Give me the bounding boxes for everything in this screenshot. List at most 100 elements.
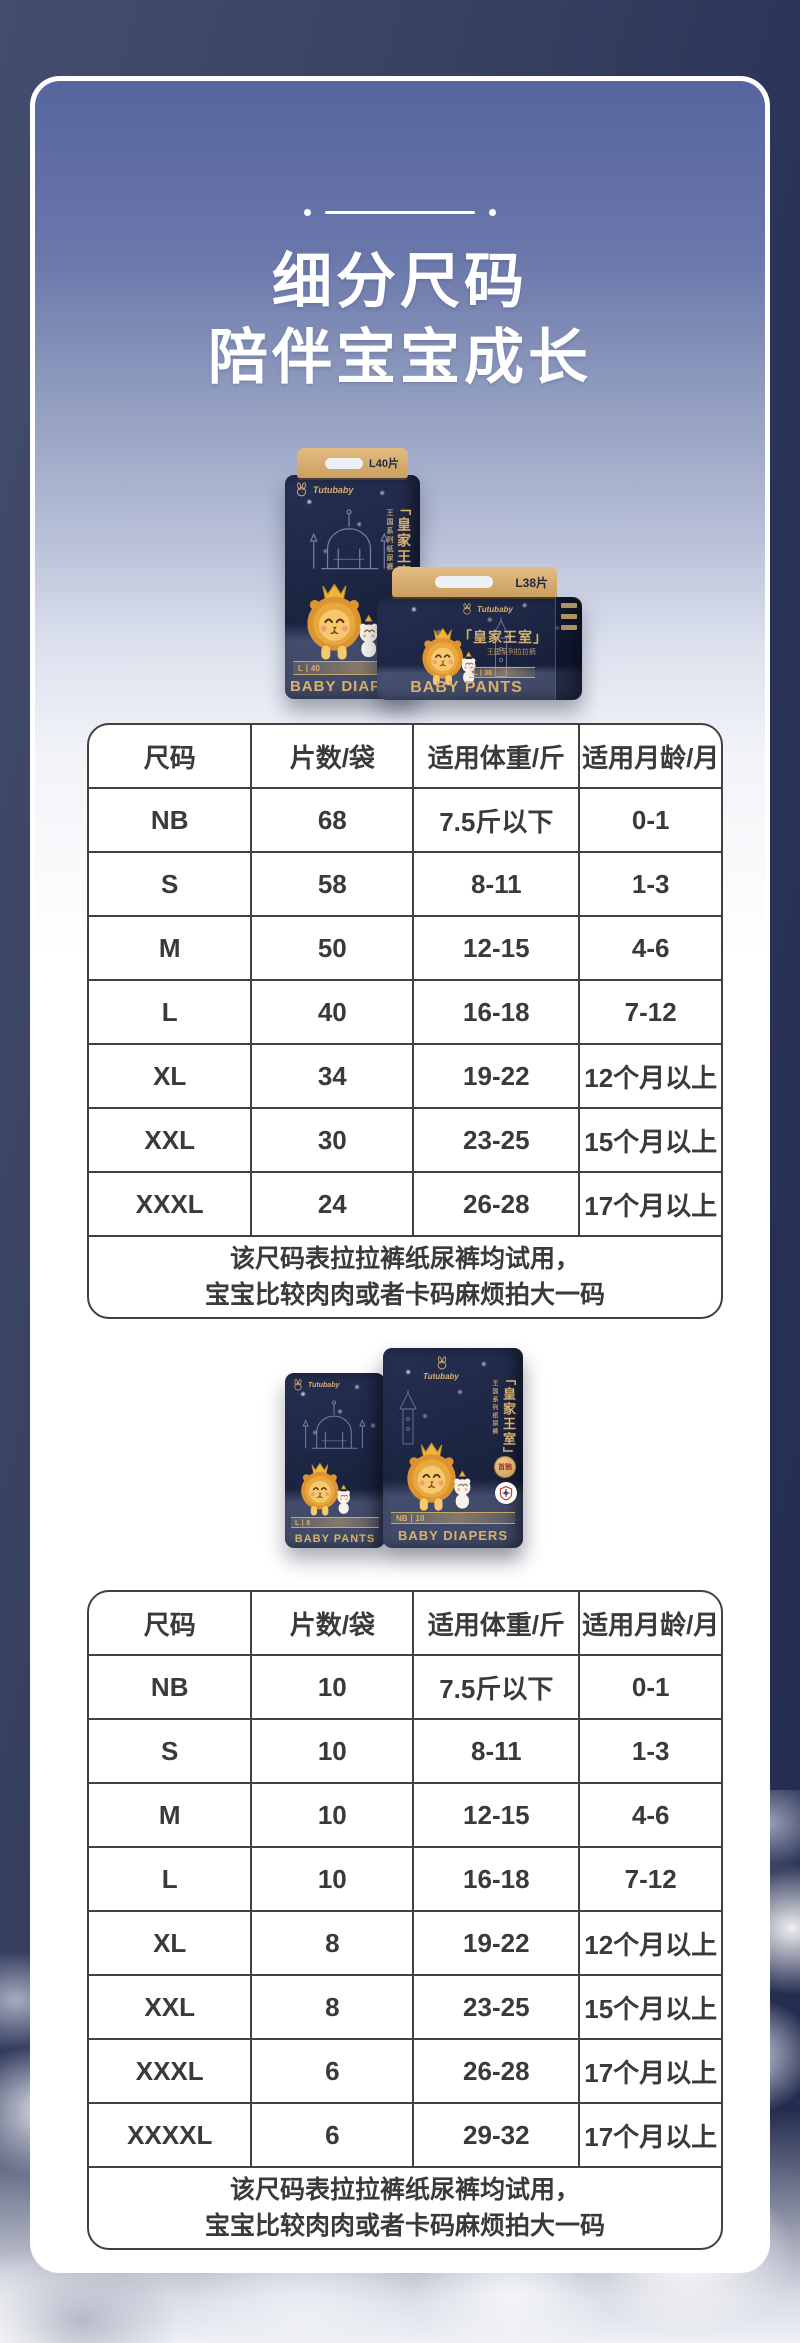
table-cell: 40 — [251, 980, 415, 1045]
size-band: L丨8 — [291, 1517, 379, 1528]
decoration-dot — [489, 209, 496, 216]
table-header-cell: 适用体重/斤 — [413, 725, 581, 789]
table-row: M 50 12-15 4-6 — [89, 916, 721, 981]
series-subtitle-vertical: 王国系列纸尿裤 — [491, 1380, 497, 1436]
package-diapers-trial: Tutubaby 「皇家王室」 王国系列纸尿裤 首触 NB丨10 BABY DI… — [383, 1348, 523, 1548]
table-cell: 16-18 — [413, 980, 581, 1045]
table-cell: 29-32 — [413, 2103, 581, 2168]
safety-badge-icon — [495, 1482, 517, 1504]
table-cell: 26-28 — [413, 2039, 581, 2104]
table-row: S 58 8-11 1-3 — [89, 852, 721, 917]
table-header-cell: 尺码 — [89, 1592, 253, 1656]
table-cell: 8-11 — [413, 852, 581, 917]
table-cell: 12个月以上 — [579, 1911, 721, 1976]
content-card: 细分尺码 陪伴宝宝成长 Tutubaby 「皇家王室」 王国系列纸尿裤 L丨40… — [30, 76, 770, 2273]
table-cell: 4-6 — [579, 1783, 721, 1848]
table-cell: 6 — [251, 2039, 415, 2104]
lion-illustration — [287, 581, 385, 663]
table-row: XXL 30 23-25 15个月以上 — [89, 1108, 721, 1173]
table-cell: M — [89, 916, 253, 981]
page-title-line2: 陪伴宝宝成长 — [208, 324, 592, 391]
table-row: XL 8 19-22 12个月以上 — [89, 1911, 721, 1976]
table-cell: 4-6 — [579, 916, 721, 981]
rabbit-logo-icon — [435, 1356, 449, 1370]
series-title: 「皇家王室」 — [458, 629, 548, 645]
table-row: XL 34 19-22 12个月以上 — [89, 1044, 721, 1109]
table-header-row: 尺码 片数/袋 适用体重/斤 适用月龄/月 — [89, 1592, 721, 1656]
table-cell: 10 — [251, 1719, 415, 1784]
table-cell: XL — [89, 1044, 253, 1109]
table-row: NB 10 7.5斤以下 0-1 — [89, 1655, 721, 1720]
table-row: XXXL 6 26-28 17个月以上 — [89, 2039, 721, 2104]
table-cell: 23-25 — [413, 1975, 581, 2040]
table-footnote: 该尺码表拉拉裤纸尿裤均试用， 宝宝比较肉肉或者卡码麻烦拍大一码 — [89, 1236, 721, 1317]
table-cell: M — [89, 1783, 253, 1848]
table-cell: 30 — [251, 1108, 415, 1173]
table-cell: 12-15 — [413, 1783, 581, 1848]
brand-name: Tutubaby — [423, 1372, 459, 1381]
table-cell: 19-22 — [413, 1044, 581, 1109]
series-subtitle-vertical: 王国系列纸尿裤 — [386, 509, 393, 572]
table-cell: 26-28 — [413, 1172, 581, 1237]
product-name: BABY PANTS — [410, 679, 523, 696]
table-cell: 68 — [251, 788, 415, 853]
table-cell: 7.5斤以下 — [413, 788, 581, 853]
table-row: NB 68 7.5斤以下 0-1 — [89, 788, 721, 853]
rabbit-logo-icon — [294, 482, 309, 497]
table-cell: 24 — [251, 1172, 415, 1237]
handle-size-label: L40片 — [369, 458, 399, 470]
table-cell: 16-18 — [413, 1847, 581, 1912]
page-title-line1: 细分尺码 — [272, 248, 528, 315]
table-cell: XXL — [89, 1975, 253, 2040]
table-cell: XXXL — [89, 2039, 253, 2104]
handle-cutout — [324, 457, 363, 469]
table-cell: 10 — [251, 1783, 415, 1848]
table-cell: 10 — [251, 1847, 415, 1912]
table-header-row: 尺码 片数/袋 适用体重/斤 适用月龄/月 — [89, 725, 721, 789]
decoration-dot — [304, 209, 311, 216]
table-cell: XL — [89, 1911, 253, 1976]
table-row: M 10 12-15 4-6 — [89, 1783, 721, 1848]
footnote-line1: 该尺码表拉拉裤纸尿裤均试用， — [229, 1245, 580, 1273]
table-cell: 17个月以上 — [579, 2039, 721, 2104]
table-cell: NB — [89, 788, 253, 853]
castle-illustration — [303, 505, 395, 577]
product-name: BABY PANTS — [294, 1533, 376, 1545]
footnote-line2: 宝宝比较肉肉或者卡码麻烦拍大一码 — [204, 2212, 605, 2240]
table-cell: L — [89, 1847, 253, 1912]
first-touch-badge: 首触 — [494, 1456, 516, 1478]
package-pants-l38: Tutubaby 「皇家王室」 王国系列拉拉裤 L丨38 BABY PANTS — [377, 597, 582, 700]
table-row: L 10 16-18 7-12 — [89, 1847, 721, 1912]
castle-illustration — [297, 1397, 371, 1455]
table-cell: 17个月以上 — [579, 2103, 721, 2168]
table-footnote: 该尺码表拉拉裤纸尿裤均试用， 宝宝比较肉肉或者卡码麻烦拍大一码 — [89, 2167, 721, 2248]
product-image-group2: Tutubaby L丨8 BABY PANTS Tutubaby 「皇家王室」 … — [35, 1272, 765, 1548]
table-cell: 7-12 — [579, 980, 721, 1045]
table-cell: 15个月以上 — [579, 1108, 721, 1173]
castle-tower-illustration — [393, 1388, 423, 1448]
rabbit-logo-icon — [461, 603, 473, 615]
package-pants-trial: Tutubaby L丨8 BABY PANTS — [285, 1373, 385, 1548]
table-cell: 8 — [251, 1911, 415, 1976]
table-cell: 10 — [251, 1655, 415, 1720]
table-header-cell: 适用体重/斤 — [413, 1592, 581, 1656]
handle-size-label: L38片 — [515, 575, 548, 590]
package-side-panel — [555, 597, 582, 700]
table-cell: XXXL — [89, 1172, 253, 1237]
table-cell: 1-3 — [579, 852, 721, 917]
table-cell: S — [89, 852, 253, 917]
package-handle-l38: L38片 — [392, 567, 557, 597]
brand-name: Tutubaby — [313, 484, 354, 495]
table-cell: 15个月以上 — [579, 1975, 721, 2040]
table-cell: 1-3 — [579, 1719, 721, 1784]
table-row: XXXL 24 26-28 17个月以上 — [89, 1172, 721, 1237]
rabbit-logo-icon — [292, 1379, 304, 1391]
size-band: NB丨10 — [391, 1512, 515, 1524]
table-cell: 19-22 — [413, 1911, 581, 1976]
series-subtitle: 王国系列拉拉裤 — [487, 649, 536, 656]
product-name: BABY DIAPERS — [397, 1528, 508, 1543]
table-cell: 6 — [251, 2103, 415, 2168]
lion-illustration — [389, 1440, 477, 1514]
footnote-line1: 该尺码表拉拉裤纸尿裤均试用， — [229, 2176, 580, 2204]
table-row: XXL 8 23-25 15个月以上 — [89, 1975, 721, 2040]
